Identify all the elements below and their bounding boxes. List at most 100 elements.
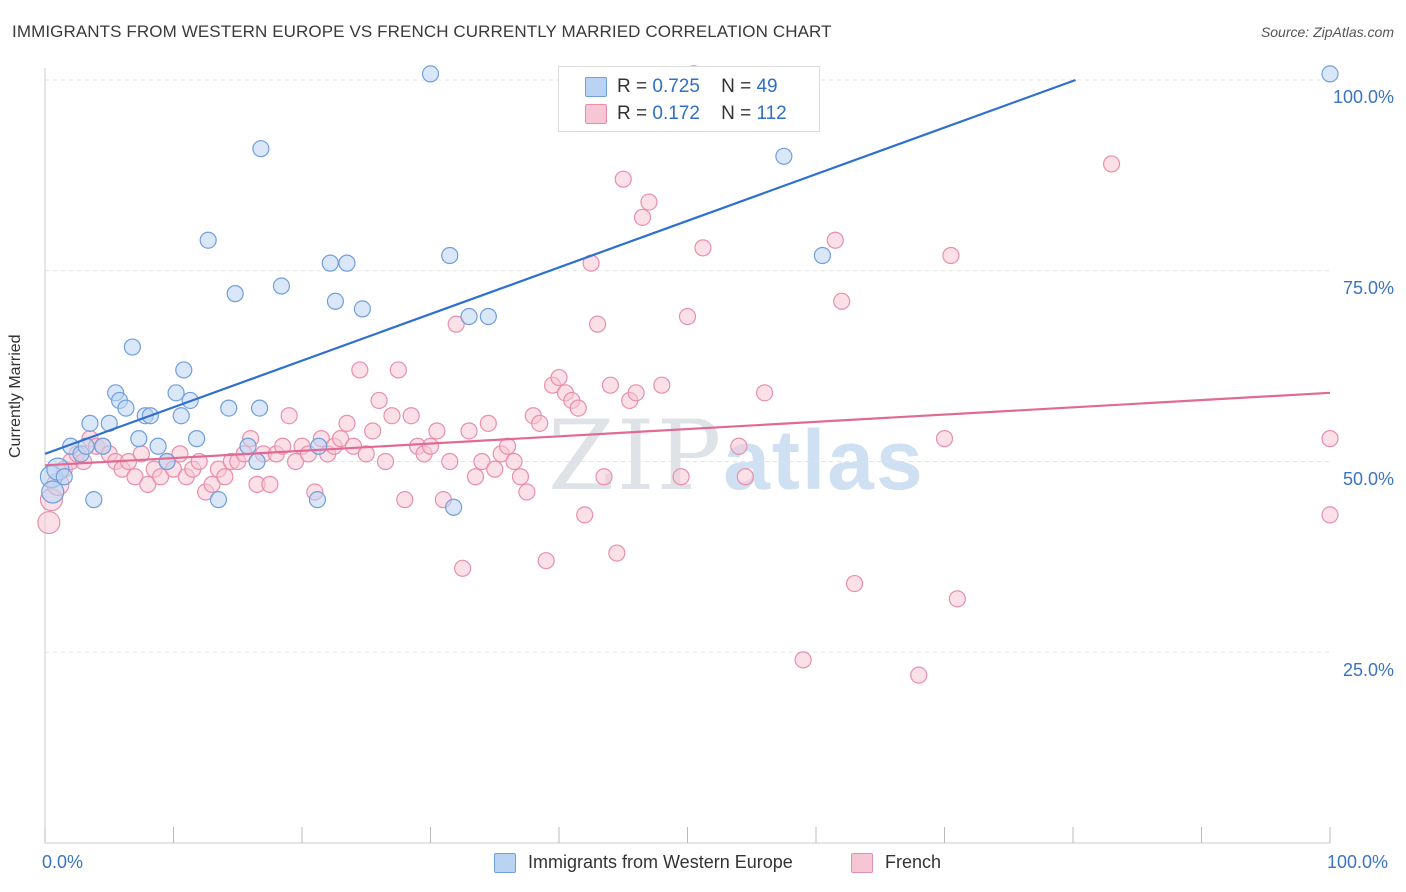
legend-swatch-pink <box>851 852 873 873</box>
x-tick-label-min: 0.0% <box>42 852 84 872</box>
point-french-35 <box>261 475 279 493</box>
point-french-18 <box>152 468 170 486</box>
point-western-europe-32 <box>252 140 270 158</box>
point-french-101 <box>755 384 774 402</box>
point-western-europe-33 <box>272 277 291 295</box>
point-western-europe-38 <box>338 254 356 272</box>
point-french-105 <box>845 574 864 593</box>
point-french-39 <box>286 452 305 471</box>
point-french-102 <box>794 651 812 669</box>
point-western-europe-15 <box>130 430 148 448</box>
point-french-56 <box>396 491 414 509</box>
point-western-europe-8 <box>85 491 103 509</box>
point-french-75 <box>518 483 536 501</box>
point-western-europe-21 <box>172 407 190 425</box>
point-western-europe-37 <box>326 292 345 310</box>
point-western-europe-42 <box>445 498 463 516</box>
point-french-99 <box>730 437 748 455</box>
trendline-french <box>44 391 1331 467</box>
point-french-61 <box>428 422 446 440</box>
point-western-europe-9 <box>94 437 112 455</box>
point-french-46 <box>331 430 350 448</box>
y-tick-label-50: 50.0% <box>1342 469 1394 489</box>
r-label: R = <box>617 76 648 97</box>
point-french-50 <box>357 445 375 463</box>
r-value: 0.725 <box>652 76 700 97</box>
point-french-96 <box>672 468 690 486</box>
point-french-47 <box>338 414 356 432</box>
point-western-europe-36 <box>321 254 339 272</box>
watermark: ZIPatlas <box>548 400 925 512</box>
n-label: N = <box>721 76 752 97</box>
point-western-europe-30 <box>248 452 266 471</box>
point-western-europe-39 <box>353 300 371 318</box>
source-label: Source: ZipAtlas.com <box>1260 24 1394 40</box>
y-tick-label-75: 75.0% <box>1342 278 1394 298</box>
point-french-80 <box>550 368 568 387</box>
point-french-37 <box>274 437 292 455</box>
legend-label-french: French <box>885 852 942 872</box>
point-western-europe-20 <box>167 384 185 402</box>
point-western-europe-44 <box>479 307 497 326</box>
point-french-100 <box>736 468 754 486</box>
point-french-51 <box>364 422 382 440</box>
point-french-78 <box>537 552 555 570</box>
point-western-europe-1 <box>41 480 65 504</box>
point-french-26 <box>203 475 221 493</box>
point-french-84 <box>576 506 594 524</box>
point-french-98 <box>694 239 712 257</box>
point-french-90 <box>614 170 632 188</box>
point-western-europe-14 <box>123 338 141 356</box>
r-label: R = <box>617 103 648 124</box>
point-french-65 <box>454 559 472 577</box>
point-western-europe-7 <box>81 414 99 432</box>
point-western-europe-24 <box>188 430 206 448</box>
point-western-europe-29 <box>239 437 257 455</box>
point-french-94 <box>640 193 658 211</box>
point-western-europe-28 <box>226 285 244 303</box>
point-french-16 <box>139 475 157 493</box>
legend-swatch-pink <box>585 104 607 124</box>
n-value: 49 <box>756 76 778 97</box>
point-french-103 <box>826 231 844 249</box>
point-french-49 <box>351 361 369 379</box>
point-western-europe-25 <box>199 231 217 249</box>
point-western-europe-31 <box>250 399 269 417</box>
point-french-55 <box>389 361 407 379</box>
point-western-europe-47 <box>813 246 832 265</box>
point-french-109 <box>948 590 966 608</box>
point-french-88 <box>601 376 620 394</box>
watermark-zip: ZIP <box>548 400 724 512</box>
point-french-70 <box>486 460 504 478</box>
point-french-108 <box>942 246 960 265</box>
point-french-66 <box>460 422 478 440</box>
y-axis-label: Currently Married <box>7 334 24 458</box>
y-tick-label-25: 25.0% <box>1342 660 1394 680</box>
point-french-48 <box>344 437 362 455</box>
n-label: N = <box>721 103 752 124</box>
legend-item-french[interactable]: French <box>851 852 941 873</box>
point-french-77 <box>531 414 549 432</box>
point-western-europe-26 <box>209 491 228 509</box>
point-french-89 <box>608 544 626 562</box>
point-western-europe-48 <box>1321 65 1339 83</box>
point-french-68 <box>473 452 491 471</box>
stats-text-blue: R = 0.725 N = 49 <box>617 76 778 98</box>
legend-item-western-europe[interactable]: Immigrants from Western Europe <box>494 852 793 873</box>
point-french-69 <box>479 414 497 432</box>
point-western-europe-22 <box>175 361 193 379</box>
point-french-54 <box>383 407 401 425</box>
r-value: 0.172 <box>652 103 700 124</box>
point-french-72 <box>499 437 517 455</box>
point-western-europe-46 <box>775 147 793 165</box>
point-french-106 <box>910 666 928 684</box>
point-french-93 <box>633 208 652 226</box>
legend-swatch-blue <box>585 77 607 97</box>
x-tick-label-max: 100.0% <box>1327 852 1389 872</box>
point-french-38 <box>280 407 298 425</box>
point-french-110 <box>1102 155 1121 173</box>
point-french-92 <box>627 384 645 402</box>
point-french-52 <box>370 391 388 410</box>
point-french-104 <box>833 292 851 310</box>
